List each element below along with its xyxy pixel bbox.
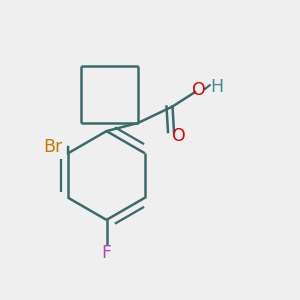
Text: O: O — [192, 81, 206, 99]
Text: H: H — [210, 78, 223, 96]
Text: Br: Br — [43, 138, 62, 156]
Text: F: F — [101, 244, 112, 262]
Text: O: O — [172, 127, 185, 145]
